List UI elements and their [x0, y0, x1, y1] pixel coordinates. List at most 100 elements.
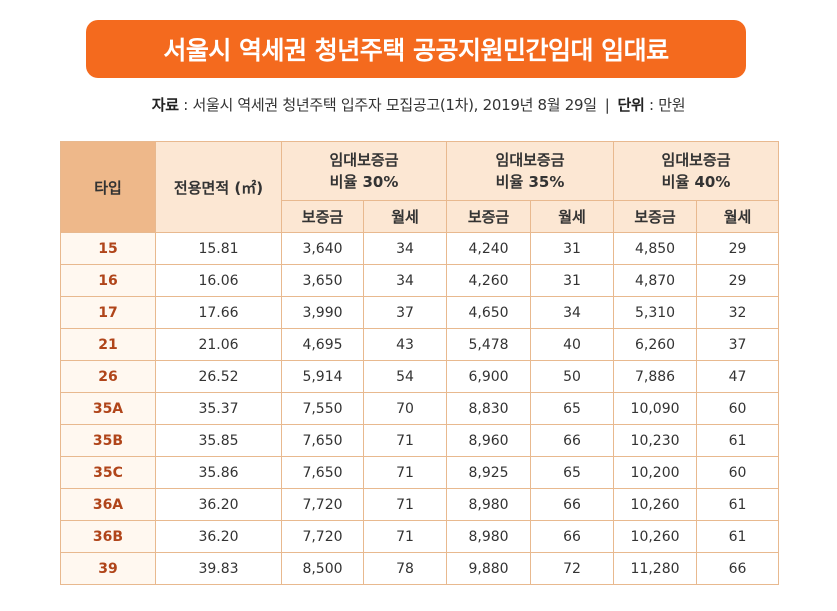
group-header-line2: 비율 40%: [661, 173, 731, 191]
monthly-35-cell: 65: [530, 456, 615, 489]
group-header-line1: 임대보증금: [329, 151, 399, 169]
area-cell: 35.85: [155, 424, 282, 457]
monthly-35-cell: 31: [530, 232, 615, 265]
table-row: 39 39.83 8,500 78 9,880 72 11,280 66: [60, 552, 780, 585]
group-header-35: 임대보증금 비율 35%: [446, 141, 615, 201]
monthly-40-cell: 61: [696, 520, 780, 553]
monthly-40-cell: 61: [696, 424, 780, 457]
group-header-line2: 비율 35%: [495, 173, 565, 191]
deposit-40-cell: 6,260: [613, 328, 698, 361]
monthly-40-cell: 66: [696, 552, 780, 585]
monthly-40-cell: 29: [696, 232, 780, 265]
deposit-35-cell: 5,478: [446, 328, 532, 361]
monthly-40-cell: 37: [696, 328, 780, 361]
group-header-line1: 임대보증금: [495, 151, 565, 169]
monthly-30-cell: 37: [362, 296, 448, 329]
type-header: 타입: [60, 141, 156, 233]
sub-header-monthly: 월세: [696, 200, 780, 233]
area-cell: 39.83: [155, 552, 282, 585]
type-cell: 35A: [60, 392, 156, 425]
group-header-line1: 임대보증금: [661, 151, 731, 169]
monthly-35-cell: 66: [530, 488, 615, 521]
monthly-35-cell: 66: [530, 424, 615, 457]
source-label: 자료: [151, 96, 179, 114]
monthly-30-cell: 71: [362, 488, 448, 521]
deposit-30-cell: 8,500: [281, 552, 364, 585]
source-separator: |: [604, 96, 610, 114]
deposit-40-cell: 5,310: [613, 296, 698, 329]
sub-header-monthly: 월세: [362, 200, 448, 233]
type-cell: 39: [60, 552, 156, 585]
sub-header-deposit: 보증금: [281, 200, 364, 233]
type-cell: 15: [60, 232, 156, 265]
deposit-30-cell: 4,695: [281, 328, 364, 361]
group-header-30: 임대보증금 비율 30%: [280, 141, 448, 201]
type-cell: 35B: [60, 424, 156, 457]
deposit-30-cell: 3,990: [281, 296, 364, 329]
monthly-30-cell: 70: [362, 392, 448, 425]
monthly-35-cell: 31: [530, 264, 615, 297]
monthly-40-cell: 47: [696, 360, 780, 393]
unit-label: 단위: [617, 96, 645, 114]
deposit-35-cell: 6,900: [446, 360, 532, 393]
source-line: 자료 : 서울시 역세권 청년주택 입주자 모집공고(1차), 2019년 8월…: [0, 94, 837, 115]
deposit-35-cell: 8,980: [446, 520, 532, 553]
monthly-30-cell: 34: [362, 264, 448, 297]
monthly-35-cell: 50: [530, 360, 615, 393]
deposit-35-cell: 8,830: [446, 392, 532, 425]
deposit-40-cell: 4,850: [613, 232, 698, 265]
deposit-35-cell: 4,240: [446, 232, 532, 265]
unit-text: : 만원: [644, 96, 686, 114]
monthly-40-cell: 29: [696, 264, 780, 297]
type-cell: 36A: [60, 488, 156, 521]
table-body: 15 15.81 3,640 34 4,240 31 4,850 29 16 16.06 3,650…: [60, 232, 780, 585]
type-cell: 36B: [60, 520, 156, 553]
table-row: 21 21.06 4,695 43 5,478 40 6,260 37: [60, 328, 780, 361]
monthly-35-cell: 40: [530, 328, 615, 361]
deposit-35-cell: 8,980: [446, 488, 532, 521]
deposit-40-cell: 10,090: [613, 392, 698, 425]
area-cell: 17.66: [155, 296, 282, 329]
table-row: 17 17.66 3,990 37 4,650 34 5,310 32: [60, 296, 780, 329]
sub-header-deposit: 보증금: [613, 200, 698, 233]
deposit-40-cell: 11,280: [613, 552, 698, 585]
monthly-30-cell: 34: [362, 232, 448, 265]
sub-header-monthly: 월세: [530, 200, 615, 233]
area-cell: 15.81: [155, 232, 282, 265]
monthly-35-cell: 34: [530, 296, 615, 329]
table-row: 35A 35.37 7,550 70 8,830 65 10,090 60: [60, 392, 780, 425]
monthly-35-cell: 65: [530, 392, 615, 425]
area-cell: 26.52: [155, 360, 282, 393]
monthly-35-cell: 66: [530, 520, 615, 553]
deposit-30-cell: 3,650: [281, 264, 364, 297]
monthly-30-cell: 43: [362, 328, 448, 361]
deposit-30-cell: 3,640: [281, 232, 364, 265]
monthly-40-cell: 32: [696, 296, 780, 329]
table-row: 36B 36.20 7,720 71 8,980 66 10,260 61: [60, 520, 780, 553]
deposit-40-cell: 10,200: [613, 456, 698, 489]
area-cell: 36.20: [155, 520, 282, 553]
deposit-30-cell: 7,650: [281, 424, 364, 457]
monthly-30-cell: 78: [362, 552, 448, 585]
type-cell: 16: [60, 264, 156, 297]
deposit-30-cell: 7,550: [281, 392, 364, 425]
monthly-30-cell: 71: [362, 456, 448, 489]
deposit-40-cell: 10,260: [613, 488, 698, 521]
header-row-1: 타입 전용면적 (㎡) 임대보증금 비율 30% 임대보증금 비율 35% 임대…: [60, 141, 780, 233]
deposit-30-cell: 7,720: [281, 488, 364, 521]
table-row: 36A 36.20 7,720 71 8,980 66 10,260 61: [60, 488, 780, 521]
monthly-35-cell: 72: [530, 552, 615, 585]
type-cell: 21: [60, 328, 156, 361]
sub-header-deposit: 보증금: [446, 200, 532, 233]
deposit-35-cell: 8,925: [446, 456, 532, 489]
deposit-30-cell: 5,914: [281, 360, 364, 393]
table-row: 35B 35.85 7,650 71 8,960 66 10,230 61: [60, 424, 780, 457]
area-cell: 35.37: [155, 392, 282, 425]
page-title: 서울시 역세권 청년주택 공공지원민간임대 임대료: [163, 36, 669, 65]
type-cell: 17: [60, 296, 156, 329]
deposit-30-cell: 7,650: [281, 456, 364, 489]
table-row: 26 26.52 5,914 54 6,900 50 7,886 47: [60, 360, 780, 393]
deposit-35-cell: 8,960: [446, 424, 532, 457]
header-row-2: 보증금 월세 보증금 월세 보증금 월세: [61, 200, 780, 233]
deposit-35-cell: 4,650: [446, 296, 532, 329]
